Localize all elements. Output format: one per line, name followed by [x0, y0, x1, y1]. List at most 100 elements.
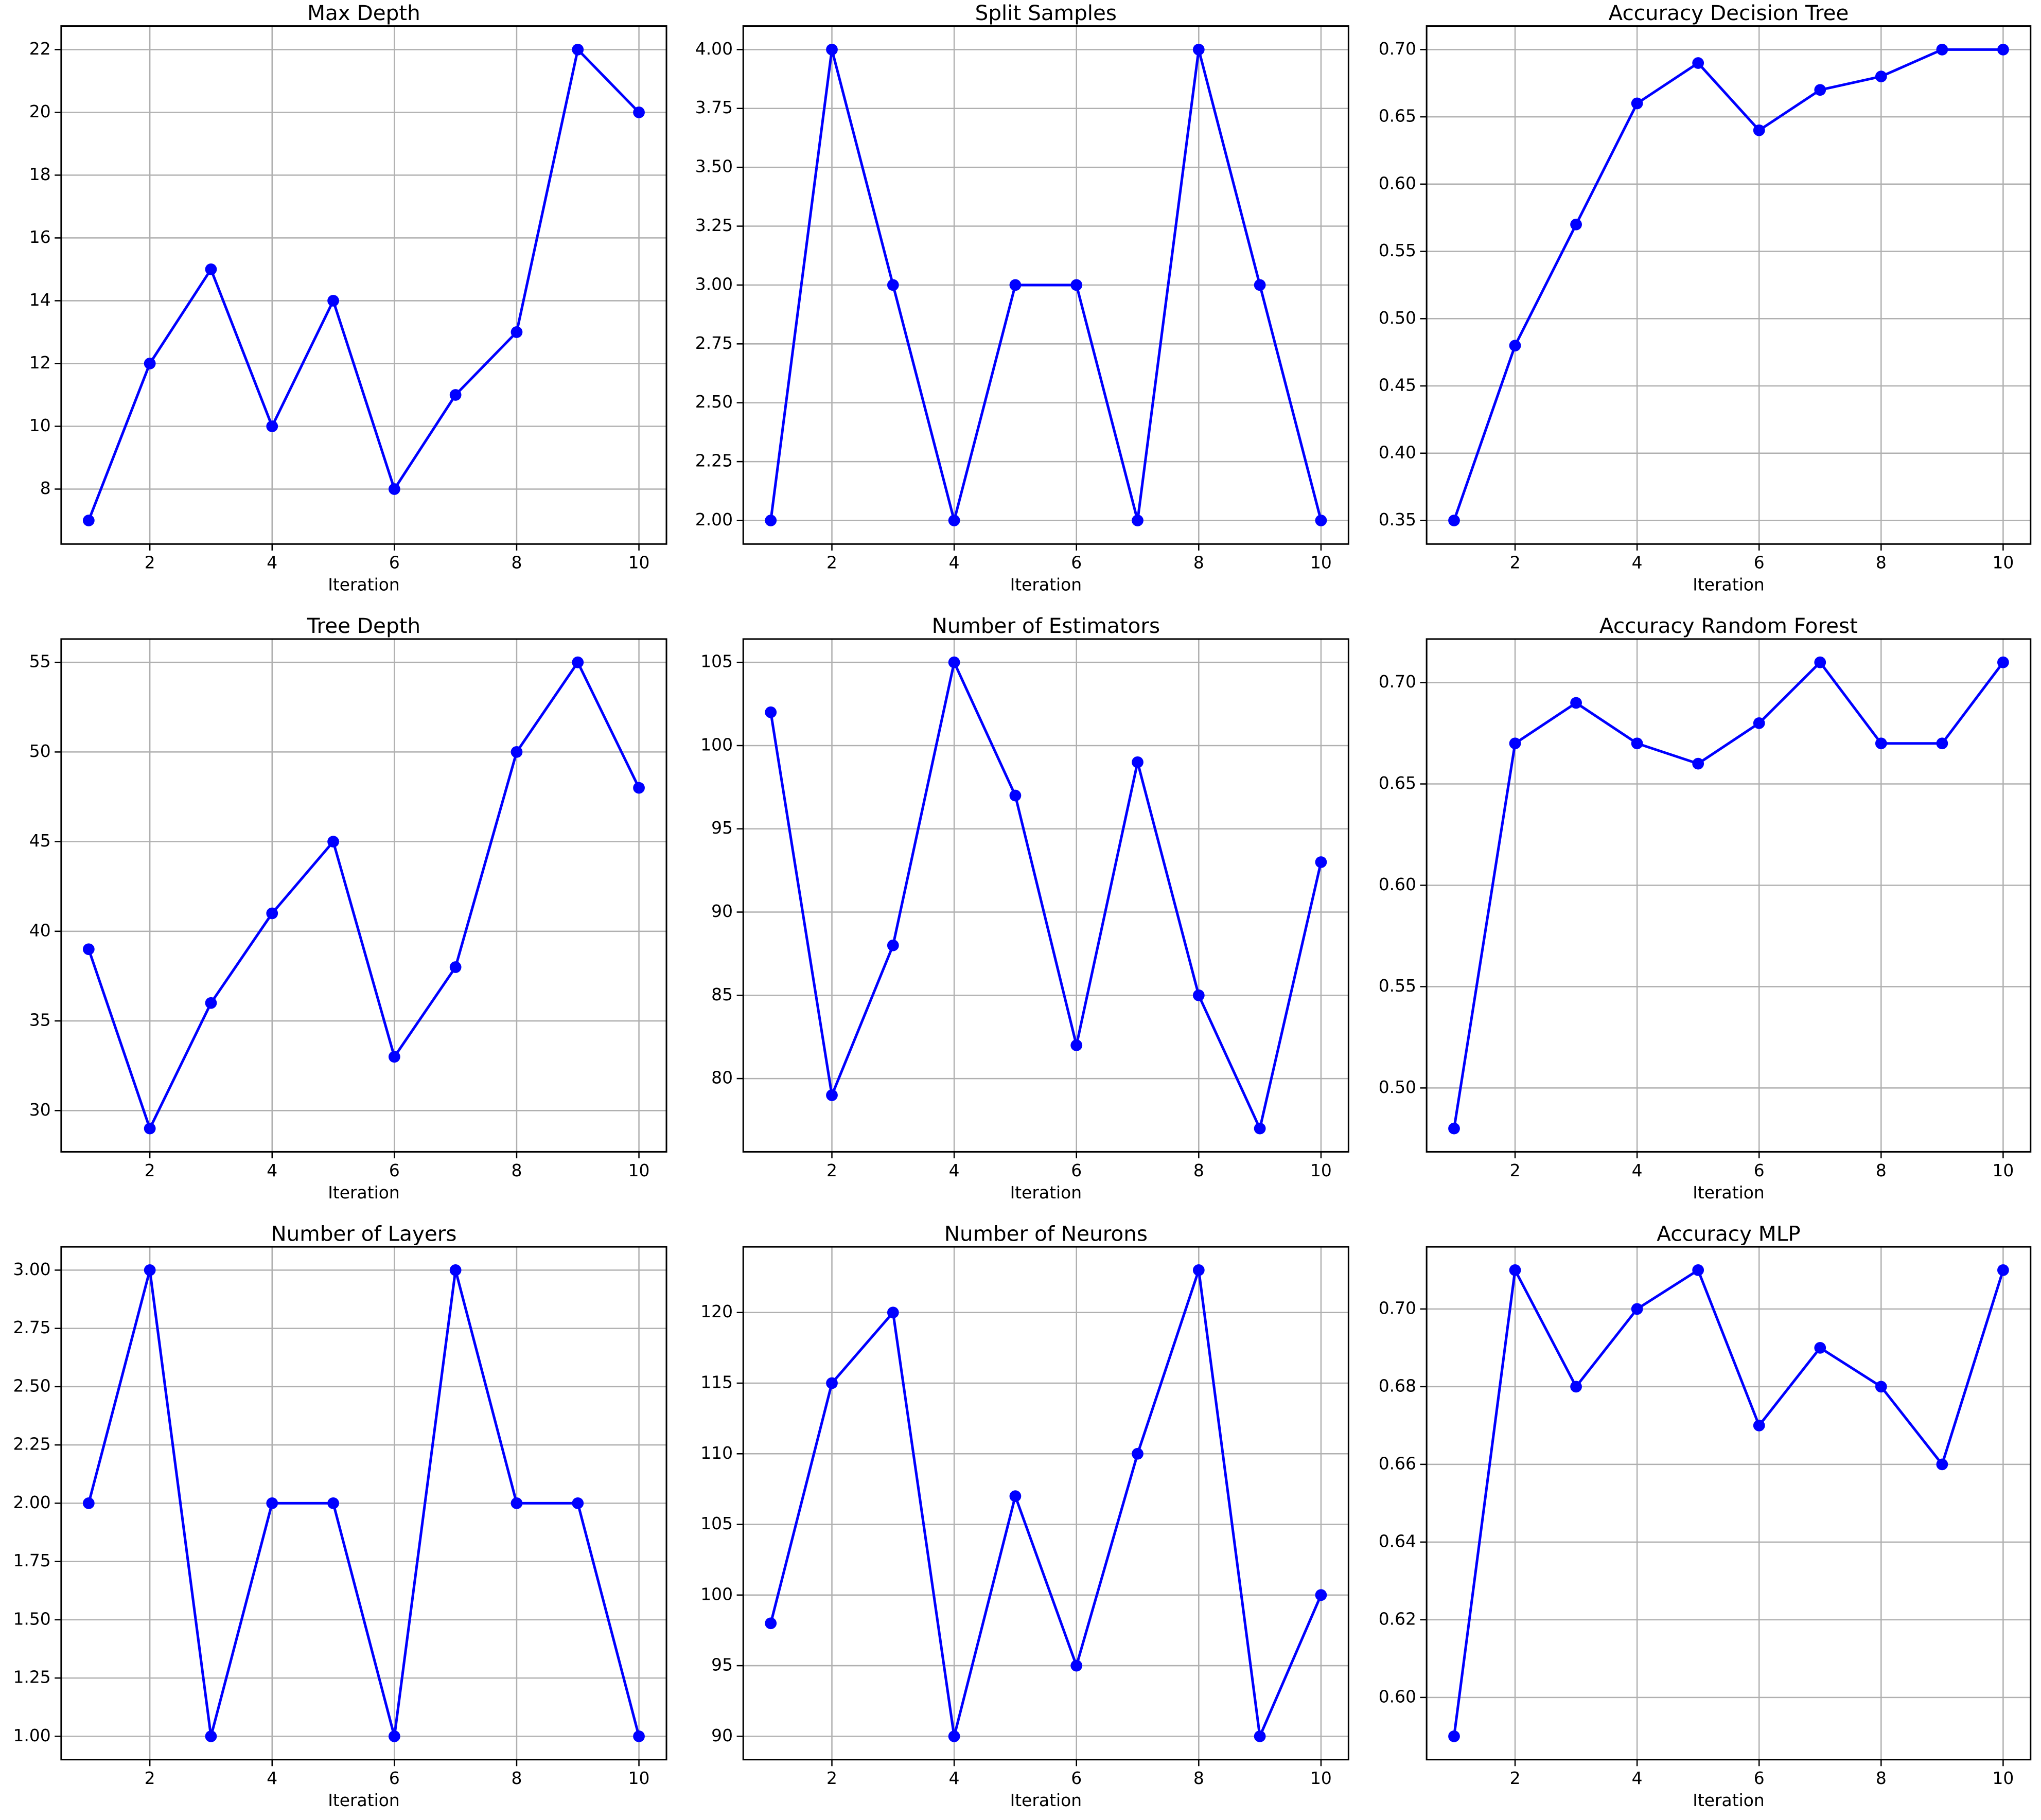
data-point [388, 1051, 400, 1063]
x-tick-label: 4 [267, 553, 277, 573]
x-tick-label: 8 [512, 553, 522, 573]
x-axis-label: Iteration [1010, 1182, 1082, 1203]
x-tick-label: 2 [826, 553, 837, 573]
data-point [449, 961, 462, 973]
data-point [633, 782, 645, 794]
data-point [1132, 756, 1143, 768]
x-tick-label: 6 [1754, 1160, 1765, 1180]
data-point [82, 1497, 95, 1509]
x-tick-label: 10 [1992, 1768, 2014, 1788]
y-tick-label: 110 [700, 1443, 733, 1463]
plot-frame [60, 638, 667, 1153]
data-point [1936, 43, 1948, 56]
y-tick-label: 105 [700, 1513, 733, 1533]
x-tick-label: 6 [1754, 553, 1765, 573]
y-tick-label: 85 [711, 984, 733, 1004]
data-point [1254, 1730, 1266, 1742]
data-point [1631, 1303, 1643, 1315]
plot-frame [742, 638, 1349, 1153]
y-tick-label: 0.66 [1379, 1453, 1416, 1473]
x-tick-label: 4 [1632, 1160, 1643, 1180]
data-point [266, 1497, 278, 1509]
x-tick-label: 4 [949, 1768, 960, 1788]
data-point [765, 706, 777, 718]
data-point [826, 1089, 838, 1101]
data-point [1315, 856, 1327, 868]
data-point [1936, 737, 1948, 750]
data-point [633, 1730, 645, 1742]
data-point [1009, 789, 1022, 802]
y-tick-label: 8 [40, 478, 51, 498]
x-tick-label: 6 [1754, 1768, 1765, 1788]
data-point [1631, 737, 1643, 750]
chart-title: Number of Layers [271, 1221, 456, 1246]
x-tick-label: 6 [1071, 1768, 1082, 1788]
plot-frame [60, 1246, 667, 1761]
y-tick-label: 22 [29, 39, 51, 59]
y-tick-label: 0.70 [1379, 39, 1416, 59]
data-point [1254, 1122, 1266, 1135]
data-point [205, 1730, 217, 1742]
x-tick-label: 8 [1876, 553, 1887, 573]
y-tick-label: 40 [29, 920, 51, 940]
x-tick-label: 10 [1310, 1768, 1332, 1788]
data-point [388, 483, 400, 495]
data-point [1509, 1264, 1521, 1276]
data-point [1192, 43, 1205, 56]
chart-title: Accuracy Decision Tree [1608, 1, 1849, 25]
x-tick-label: 8 [1193, 1768, 1204, 1788]
data-point [1448, 515, 1460, 526]
x-tick-label: 4 [267, 1768, 277, 1788]
x-axis-label: Iteration [328, 1182, 399, 1203]
chart-title: Number of Neurons [944, 1221, 1148, 1246]
data-point [948, 515, 960, 526]
y-tick-label: 1.00 [13, 1725, 50, 1745]
y-tick-label: 2.75 [13, 1317, 50, 1337]
y-tick-label: 2.00 [695, 509, 733, 529]
data-point [1997, 43, 2009, 56]
x-tick-label: 10 [628, 553, 650, 573]
y-tick-label: 1.50 [13, 1609, 50, 1629]
y-tick-label: 0.35 [1379, 509, 1416, 529]
data-point [327, 836, 339, 848]
y-tick-label: 95 [711, 1655, 733, 1675]
y-tick-label: 30 [29, 1100, 51, 1120]
y-tick-label: 0.55 [1379, 240, 1416, 260]
data-point [1070, 279, 1083, 291]
y-tick-label: 80 [711, 1068, 733, 1088]
data-line [1452, 1266, 2004, 1737]
x-tick-label: 6 [389, 1160, 400, 1180]
data-line [87, 47, 640, 521]
x-tick-label: 6 [1071, 1160, 1082, 1180]
data-line [87, 1269, 641, 1737]
data-point [144, 1264, 156, 1276]
y-tick-label: 0.68 [1379, 1375, 1416, 1395]
x-tick-label: 4 [949, 553, 960, 573]
plot-frame [60, 25, 667, 545]
x-axis-label: Iteration [1010, 1790, 1082, 1810]
y-tick-label: 105 [700, 651, 733, 672]
x-tick-label: 4 [267, 1160, 277, 1180]
data-point [1692, 57, 1704, 69]
y-tick-label: 115 [700, 1372, 733, 1392]
y-tick-label: 0.55 [1379, 976, 1416, 996]
chart-title: Split Samples [975, 1, 1117, 25]
data-point [887, 1306, 899, 1319]
data-point [1254, 279, 1266, 291]
data-point [144, 1122, 156, 1135]
data-line [769, 49, 1323, 526]
y-tick-label: 0.50 [1379, 1077, 1416, 1097]
x-tick-label: 2 [145, 553, 155, 573]
y-tick-label: 3.00 [13, 1259, 50, 1279]
data-point [572, 656, 584, 668]
data-point [1509, 340, 1521, 351]
data-point [1814, 1341, 1826, 1354]
x-axis-label: Iteration [1693, 1790, 1764, 1810]
y-tick-label: 55 [29, 651, 51, 672]
x-tick-label: 4 [1632, 553, 1643, 573]
x-tick-label: 4 [949, 1160, 960, 1180]
data-point [1192, 989, 1205, 1001]
data-point [1875, 1381, 1887, 1393]
y-tick-label: 0.65 [1379, 773, 1416, 793]
